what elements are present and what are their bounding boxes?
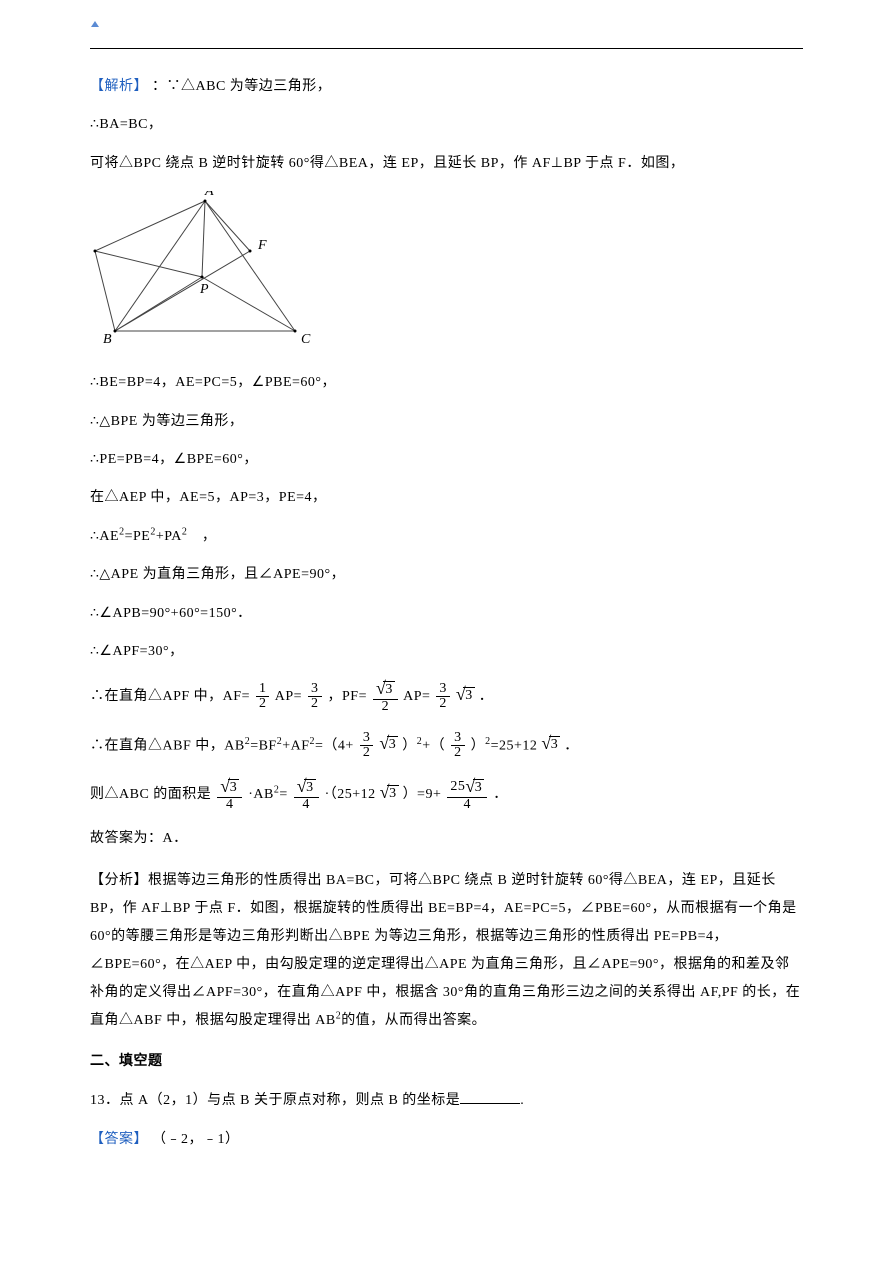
- step-14: 故答案为：A．: [90, 828, 803, 850]
- analysis-tag: 【分析】: [90, 873, 148, 888]
- step-5: ∴PE=PB=4，∠BPE=60°，: [90, 449, 803, 471]
- frac-3-2-c: 32: [360, 731, 374, 761]
- frac-sqrt3-4-b: √34: [294, 777, 319, 812]
- s13-period: ．: [493, 787, 508, 802]
- answer-13: 【答案】 （﹣2，﹣1）: [90, 1129, 803, 1151]
- frac-3-2-a: 32: [308, 682, 322, 712]
- svg-text:C: C: [301, 332, 311, 347]
- answer-13-value: （﹣2，﹣1）: [152, 1132, 240, 1147]
- section-2-heading: 二、填空题: [90, 1051, 803, 1073]
- step-7: ∴AE2=PE2+PA2 ，: [90, 526, 803, 548]
- step-3: ∴BE=BP=4，AE=PC=5，∠PBE=60°，: [90, 372, 803, 394]
- step-4: ∴△BPE 为等边三角形，: [90, 411, 803, 433]
- sqrt3-c: √3: [541, 734, 560, 757]
- sqrt3-b: √3: [379, 734, 398, 757]
- document-page: 【解析】 ：∵△ABC 为等边三角形， ∴BA=BC， 可将△BPC 绕点 B …: [0, 0, 893, 1262]
- step-2: 可将△BPC 绕点 B 逆时针旋转 60°得△BEA，连 EP，且延长 BP，作…: [90, 153, 803, 175]
- s7-mid: +PA: [156, 529, 182, 544]
- s11-period: ．: [479, 689, 494, 704]
- frac-half: 12: [256, 682, 270, 712]
- step-1: ∴BA=BC，: [90, 114, 803, 136]
- s13-close: ）=9+: [403, 787, 446, 802]
- frac-3-2-d: 32: [451, 731, 465, 761]
- s13-ab: ·AB: [248, 787, 274, 802]
- s11-pf: ，PF=: [328, 689, 371, 704]
- analysis-line-1: 【解析】 ：∵△ABC 为等边三角形，: [90, 76, 803, 98]
- s12-af: +AF: [282, 738, 309, 753]
- s13-eq: =: [279, 787, 291, 802]
- s13-mult: ·（25+12: [325, 787, 380, 802]
- s12-bf: =BF: [250, 738, 277, 753]
- s11-apeq1: AP=: [275, 689, 306, 704]
- step-12: ∴在直角△ABF 中，AB2=BF2+AF2=（4+ 32 √3 ）2+（ 32…: [90, 731, 803, 761]
- analysis-tail: 的值，从而得出答案。: [341, 1013, 486, 1028]
- s7-pre: ∴AE: [90, 529, 119, 544]
- frac-3-2-b: 32: [436, 682, 450, 712]
- step-8: ∴△APE 为直角三角形，且∠APE=90°，: [90, 564, 803, 586]
- geometry-diagram: ABCEFP: [90, 191, 803, 356]
- analysis-label: 【解析】: [90, 79, 148, 94]
- step-6: 在△AEP 中，AE=5，AP=3，PE=4，: [90, 487, 803, 509]
- analysis-paragraph: 【分析】根据等边三角形的性质得出 BA=BC，可将△BPC 绕点 B 逆时针旋转…: [90, 867, 803, 1035]
- s12-close: ）: [471, 738, 486, 753]
- svg-text:P: P: [199, 282, 209, 297]
- s13-pre: 则△ABC 的面积是: [90, 787, 215, 802]
- step-0: ：∵△ABC 为等边三角形，: [152, 79, 331, 94]
- s12-period: ．: [564, 738, 579, 753]
- step-13: 则△ABC 的面积是 √34 ·AB2= √34 ·（25+12 √3 ）=9+…: [90, 777, 803, 812]
- s12-plus: +（: [422, 738, 449, 753]
- sqrt3-a: √3: [456, 685, 475, 708]
- question-13: 13．点 A（2，1）与点 B 关于原点对称，则点 B 的坐标是.: [90, 1089, 803, 1112]
- s12-sqr: ）: [402, 738, 417, 753]
- svg-text:A: A: [204, 191, 214, 199]
- s11-apeq2: AP=: [403, 689, 434, 704]
- header-mark-icon: [90, 20, 100, 30]
- svg-text:B: B: [103, 332, 112, 347]
- answer-label: 【答案】: [90, 1132, 148, 1147]
- s11-pre: ∴在直角△APF 中，AF=: [90, 689, 254, 704]
- s7-end: ，: [187, 529, 216, 544]
- frac-sqrt3-2: √32: [373, 679, 398, 714]
- q13-post: .: [520, 1093, 524, 1108]
- step-9: ∴∠APB=90°+60°=150°．: [90, 603, 803, 625]
- s12-result: =25+12: [491, 738, 542, 753]
- analysis-body: 根据等边三角形的性质得出 BA=BC，可将△BPC 绕点 B 逆时针旋转 60°…: [90, 873, 800, 1028]
- step-11: ∴在直角△APF 中，AF= 12 AP= 32 ，PF= √32 AP= 32…: [90, 679, 803, 714]
- step-10: ∴∠APF=30°，: [90, 641, 803, 663]
- frac-sqrt3-4-a: √34: [217, 777, 242, 812]
- s12-pre: ∴在直角△ABF 中，AB: [90, 738, 245, 753]
- sqrt3-d: √3: [380, 783, 399, 806]
- frac-25sqrt3-4: 25√34: [447, 777, 487, 812]
- q13-pre: 13．点 A（2，1）与点 B 关于原点对称，则点 B 的坐标是: [90, 1093, 460, 1108]
- s7-post: =PE: [125, 529, 151, 544]
- blank-fill: [460, 1089, 520, 1104]
- triangle-figure: ABCEFP: [90, 191, 320, 351]
- s12-eq: =（4+: [315, 738, 358, 753]
- svg-text:F: F: [257, 238, 267, 253]
